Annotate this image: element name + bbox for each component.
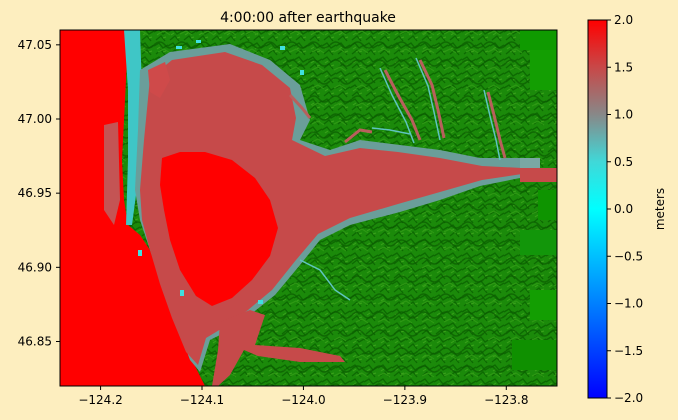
y-tick-label: 47.00 bbox=[18, 112, 52, 126]
colorbar-label: meters bbox=[653, 188, 667, 230]
y-axis: 46.85 46.90 46.95 47.00 47.05 bbox=[18, 38, 60, 349]
ocean-wave bbox=[60, 30, 205, 386]
colorbar-tick-label: 1.5 bbox=[614, 60, 633, 74]
river-channels bbox=[288, 59, 507, 159]
east-estuary-edge bbox=[520, 158, 540, 168]
colorbar-tick-label: 0.0 bbox=[614, 202, 633, 216]
colorbar-tick-label: 0.5 bbox=[614, 155, 633, 169]
coarse-grid-cells bbox=[512, 30, 557, 370]
x-tick-label: −124.2 bbox=[78, 393, 122, 407]
x-axis: −124.2 −124.1 −124.0 −123.9 −123.8 bbox=[78, 386, 528, 407]
x-tick-label: −124.1 bbox=[180, 393, 224, 407]
colorbar-tick-label: −2.0 bbox=[614, 391, 643, 405]
colorbar-tick-label: 2.0 bbox=[614, 13, 633, 27]
colorbar: 2.0 1.5 1.0 0.5 0.0 −0.5 −1.0 −1.5 −2.0 meters bbox=[587, 13, 667, 405]
colorbar-bar bbox=[587, 19, 608, 399]
colorbar-tick-label: 1.0 bbox=[614, 108, 633, 122]
south-channel bbox=[212, 310, 345, 386]
north-lobe bbox=[148, 62, 170, 98]
river-fringe bbox=[371, 57, 501, 161]
shelf-band bbox=[104, 122, 120, 225]
x-tick-label: −123.9 bbox=[383, 393, 427, 407]
colorbar-ticks: 2.0 1.5 1.0 0.5 0.0 −0.5 −1.0 −1.5 −2.0 bbox=[607, 13, 643, 405]
y-tick-label: 46.95 bbox=[18, 186, 52, 200]
y-tick-label: 46.90 bbox=[18, 260, 52, 274]
colorbar-tick-label: −1.0 bbox=[614, 297, 643, 311]
y-tick-label: 46.85 bbox=[18, 335, 52, 349]
y-tick-label: 47.05 bbox=[18, 38, 52, 52]
colorbar-tick-label: −1.5 bbox=[614, 344, 643, 358]
south-marsh-fringe bbox=[299, 259, 351, 301]
x-tick-label: −124.0 bbox=[281, 393, 325, 407]
east-estuary bbox=[520, 168, 557, 182]
inner-bay-surge bbox=[160, 152, 278, 306]
map-axes-frame bbox=[59, 29, 558, 387]
colorbar-tick-label: −0.5 bbox=[614, 249, 643, 263]
map-plot-area bbox=[60, 30, 557, 386]
coastal-speckles bbox=[138, 40, 304, 304]
x-tick-label: −123.8 bbox=[484, 393, 528, 407]
map-title: 4:00:00 after earthquake bbox=[220, 10, 396, 26]
